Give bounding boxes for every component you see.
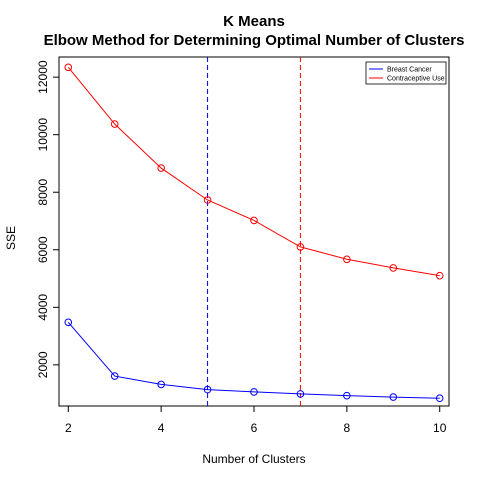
legend-label: Breast Cancer bbox=[387, 67, 432, 74]
y-tick-label: 4000 bbox=[36, 294, 50, 321]
data-point bbox=[157, 380, 165, 389]
y-tick-label: 10000 bbox=[36, 118, 50, 152]
data-point bbox=[250, 388, 258, 396]
series-line bbox=[67, 321, 440, 399]
x-tick-label: 8 bbox=[344, 421, 351, 435]
data-point bbox=[64, 63, 73, 72]
y-tick-label: 2000 bbox=[36, 351, 50, 378]
data-point bbox=[64, 318, 73, 327]
data-point bbox=[343, 255, 351, 264]
data-point bbox=[157, 164, 165, 172]
y-tick-label: 8000 bbox=[36, 179, 50, 206]
chart-title: K Means bbox=[223, 13, 285, 30]
data-point bbox=[296, 390, 305, 398]
data-point bbox=[203, 196, 212, 204]
data-point bbox=[203, 385, 212, 394]
chart-subtitle: Elbow Method for Determining Optimal Num… bbox=[44, 32, 465, 49]
series-line bbox=[67, 67, 440, 277]
data-point bbox=[389, 393, 398, 401]
legend-label: Contraceptive Use bbox=[387, 76, 445, 83]
series-layer bbox=[64, 63, 444, 403]
x-tick-label: 2 bbox=[65, 421, 72, 435]
data-point bbox=[389, 264, 398, 272]
y-axis: 2000 4000 6000 8000 10000 12000 bbox=[36, 60, 59, 378]
legend-box bbox=[365, 61, 447, 85]
legend: Breast Cancer Contraceptive Use bbox=[365, 61, 447, 85]
data-point bbox=[343, 391, 351, 400]
y-tick-label: 12000 bbox=[36, 60, 50, 94]
data-point bbox=[110, 372, 119, 380]
x-axis: 2 4 6 8 10 bbox=[65, 405, 447, 435]
data-point bbox=[296, 243, 305, 251]
x-tick-label: 4 bbox=[158, 421, 165, 435]
data-point bbox=[250, 216, 258, 225]
data-point bbox=[110, 120, 119, 128]
x-tick-label: 10 bbox=[433, 421, 447, 435]
y-tick-label: 6000 bbox=[36, 236, 50, 263]
reference-lines bbox=[207, 57, 301, 406]
data-point bbox=[435, 394, 444, 403]
x-tick-label: 6 bbox=[251, 421, 258, 435]
data-point bbox=[435, 271, 444, 280]
x-axis-label: Number of Clusters bbox=[202, 452, 305, 466]
y-axis-label: SSE bbox=[4, 226, 18, 250]
